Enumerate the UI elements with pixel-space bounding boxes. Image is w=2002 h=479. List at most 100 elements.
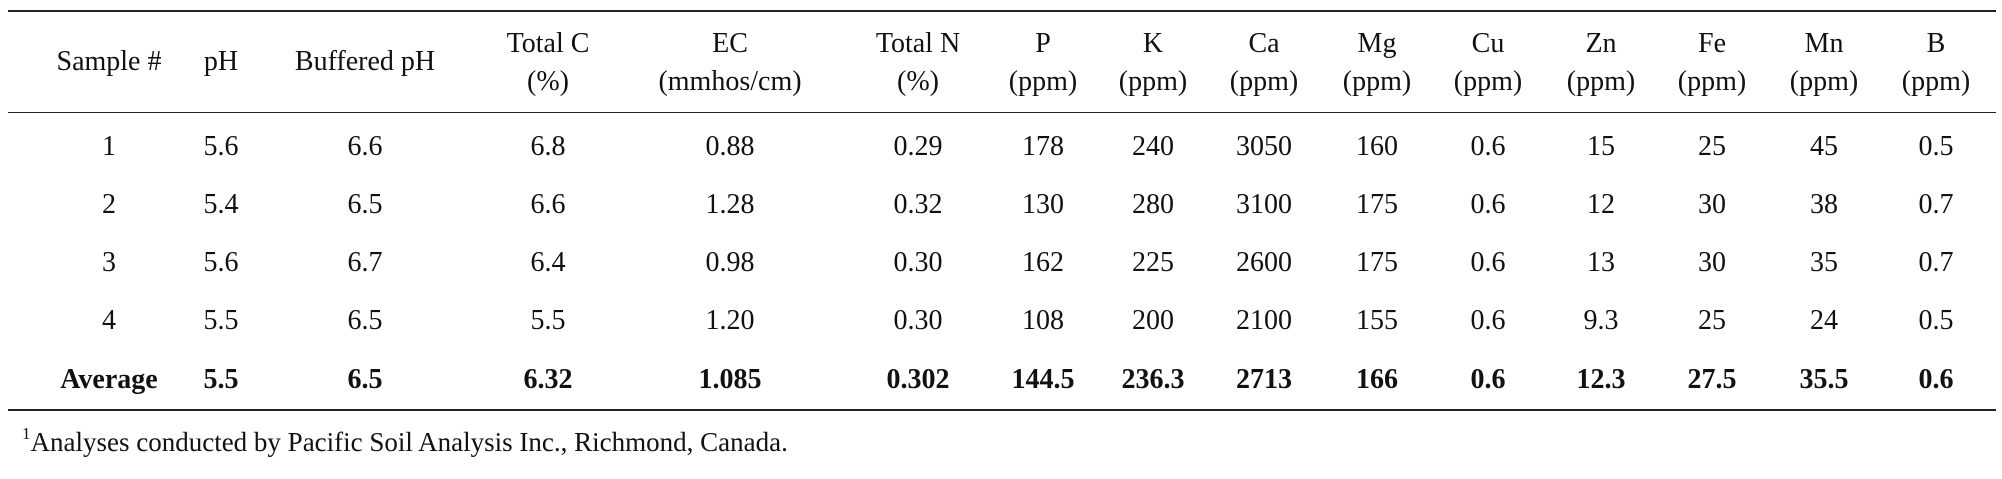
table-cell: 0.29: [893, 131, 943, 162]
column-header: Sample #: [56, 46, 162, 77]
table-cell: 155: [1356, 305, 1398, 336]
bottom-rule: [8, 409, 1996, 411]
table-cell: 9.3: [1583, 305, 1619, 336]
column-header: (ppm): [1566, 66, 1636, 97]
table-cell: 5.4: [203, 189, 239, 220]
table-cell: 0.6: [1470, 131, 1506, 162]
average-cell: 236.3: [1121, 364, 1185, 395]
table-cell: 5.6: [203, 131, 239, 162]
table-cell: 12: [1587, 189, 1615, 220]
column-header: Total N: [875, 28, 961, 59]
table-cell: 24: [1810, 305, 1838, 336]
table-cell: 0.32: [893, 189, 943, 220]
table-cell: 5.6: [203, 247, 239, 278]
table-cell: 0.6: [1470, 247, 1506, 278]
column-header: (ppm): [1342, 66, 1412, 97]
column-header: P: [1035, 28, 1051, 59]
table-cell: 0.5: [1918, 305, 1954, 336]
average-cell: 6.5: [347, 364, 383, 395]
average-cell: 27.5: [1687, 364, 1737, 395]
column-header: Mg: [1357, 28, 1397, 59]
table-cell: 178: [1022, 131, 1064, 162]
average-cell: 1.085: [698, 364, 762, 395]
table-cell: 2600: [1236, 247, 1292, 278]
footnote-text: Analyses conducted by Pacific Soil Analy…: [30, 427, 788, 457]
table-cell: 2: [102, 189, 116, 220]
column-header: (ppm): [1008, 66, 1078, 97]
table-cell: 38: [1810, 189, 1838, 220]
table-cell: 6.7: [347, 247, 383, 278]
table-cell: 0.6: [1470, 305, 1506, 336]
table-cell: 0.7: [1918, 189, 1954, 220]
table-cell: 5.5: [530, 305, 566, 336]
column-header: Ca: [1248, 28, 1280, 59]
average-cell: 0.6: [1470, 364, 1506, 395]
table-cell: 1.20: [705, 305, 755, 336]
table-cell: 35: [1810, 247, 1838, 278]
average-cell: 12.3: [1576, 364, 1626, 395]
column-header: B: [1926, 28, 1946, 59]
average-cell: 166: [1356, 364, 1398, 395]
table-cell: 6.5: [347, 189, 383, 220]
table-cell: 2100: [1236, 305, 1292, 336]
table-cell: 200: [1132, 305, 1174, 336]
table-cell: 45: [1810, 131, 1838, 162]
table-cell: 162: [1022, 247, 1064, 278]
table-cell: 175: [1356, 247, 1398, 278]
average-cell: 35.5: [1799, 364, 1849, 395]
column-header: Cu: [1471, 28, 1505, 59]
average-cell: 0.6: [1918, 364, 1954, 395]
column-header: (ppm): [1229, 66, 1299, 97]
table-cell: 30: [1698, 247, 1726, 278]
table-cell: 25: [1698, 131, 1726, 162]
table-cell: 6.5: [347, 305, 383, 336]
table-cell: 130: [1022, 189, 1064, 220]
header-rule: [8, 112, 1996, 113]
table-cell: 108: [1022, 305, 1064, 336]
column-header: K: [1142, 28, 1164, 59]
table-cell: 0.30: [893, 305, 943, 336]
table-cell: 6.6: [530, 189, 566, 220]
column-header: (mmhos/cm): [658, 66, 802, 97]
column-header: (ppm): [1677, 66, 1747, 97]
table-cell: 240: [1132, 131, 1174, 162]
table-cell: 6.6: [347, 131, 383, 162]
average-cell: 144.5: [1011, 364, 1075, 395]
table-cell: 15: [1587, 131, 1615, 162]
table-cell: 225: [1132, 247, 1174, 278]
table-cell: 4: [102, 305, 116, 336]
column-header: pH: [203, 46, 239, 77]
column-header: EC: [712, 28, 748, 59]
column-header: (ppm): [1901, 66, 1971, 97]
table-cell: 0.88: [705, 131, 755, 162]
table-cell: 3: [102, 247, 116, 278]
table-cell: 13: [1587, 247, 1615, 278]
table-cell: 3100: [1236, 189, 1292, 220]
column-header: (ppm): [1453, 66, 1523, 97]
column-header: Mn: [1804, 28, 1844, 59]
footnote: 1Analyses conducted by Pacific Soil Anal…: [22, 424, 788, 458]
column-header: Buffered pH: [294, 46, 436, 77]
column-header: (ppm): [1118, 66, 1188, 97]
table-cell: 30: [1698, 189, 1726, 220]
column-header: (%): [897, 66, 939, 97]
column-header: (ppm): [1789, 66, 1859, 97]
table-cell: 0.7: [1918, 247, 1954, 278]
average-cell: 5.5: [203, 364, 239, 395]
table-cell: 6.8: [530, 131, 566, 162]
table-cell: 3050: [1236, 131, 1292, 162]
table-cell: 1.28: [705, 189, 755, 220]
top-rule: [8, 10, 1996, 12]
column-header: Fe: [1698, 28, 1726, 59]
average-cell: 6.32: [523, 364, 573, 395]
footnote-marker: 1: [22, 424, 31, 443]
column-header: Total C: [506, 28, 590, 59]
table-cell: 0.98: [705, 247, 755, 278]
average-cell: 0.302: [886, 364, 950, 395]
table-cell: 5.5: [203, 305, 239, 336]
table-cell: 160: [1356, 131, 1398, 162]
average-cell: 2713: [1236, 364, 1292, 395]
table-cell: 25: [1698, 305, 1726, 336]
table-cell: 280: [1132, 189, 1174, 220]
